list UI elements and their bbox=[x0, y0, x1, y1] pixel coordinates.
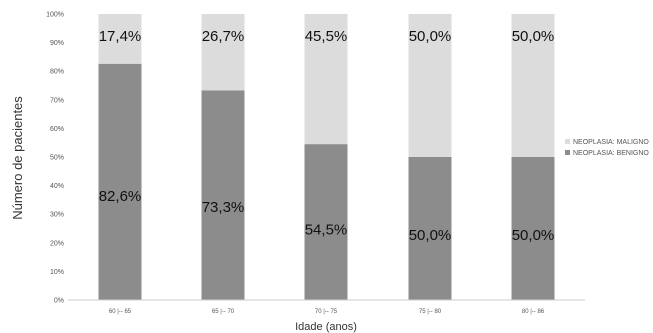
y-tick-label: 10% bbox=[50, 269, 64, 276]
legend: NEOPLASIA: MALIGNO NEOPLASIA: BENIGNO bbox=[565, 139, 649, 157]
y-tick-label: 80% bbox=[50, 69, 64, 76]
data-label: 26,7% bbox=[202, 28, 245, 45]
data-label: 45,5% bbox=[305, 28, 348, 45]
x-axis-title: Idade (anos) bbox=[295, 321, 357, 333]
y-tick-label: 30% bbox=[50, 212, 64, 219]
y-tick-label: 0% bbox=[54, 298, 64, 305]
x-tick-label: 80 |-- 86 bbox=[522, 309, 545, 315]
data-labels: 82,6% 17,4% 73,3% 26,7% 54,5% 45,5% 50,0% 50,0%… bbox=[99, 28, 555, 244]
x-tick-label: 75 |-- 80 bbox=[419, 309, 442, 315]
y-tick-label: 90% bbox=[50, 40, 64, 47]
x-tick-label: 60 |-- 65 bbox=[109, 309, 132, 315]
legend-swatch bbox=[565, 150, 570, 155]
bar-segment bbox=[201, 90, 245, 300]
data-label: 73,3% bbox=[202, 199, 245, 216]
legend-label: NEOPLASIA: MALIGNO bbox=[573, 139, 649, 146]
y-tick-label: 40% bbox=[50, 183, 64, 190]
data-label: 82,6% bbox=[99, 188, 142, 205]
bar-segment bbox=[201, 14, 245, 91]
x-tick-label: 65 |-- 70 bbox=[212, 309, 235, 315]
y-tick-label: 70% bbox=[50, 97, 64, 104]
bar-segment bbox=[98, 14, 142, 64]
data-label: 50,0% bbox=[409, 227, 452, 244]
bar-segment bbox=[408, 14, 452, 157]
bars bbox=[68, 14, 585, 301]
legend-label: NEOPLASIA: BENIGNO bbox=[573, 150, 649, 157]
bar-segment bbox=[98, 63, 142, 300]
y-tick-label: 100% bbox=[46, 12, 64, 19]
y-axis-title: Número de pacientes bbox=[10, 96, 25, 220]
data-label: 50,0% bbox=[409, 28, 452, 45]
bar-segment bbox=[304, 14, 348, 145]
y-tick-label: 20% bbox=[50, 240, 64, 247]
data-label: 17,4% bbox=[99, 28, 142, 45]
bar-segment bbox=[304, 144, 348, 300]
data-label: 54,5% bbox=[305, 222, 348, 239]
data-label: 50,0% bbox=[512, 28, 555, 45]
bar-segment bbox=[511, 157, 555, 300]
y-axis-ticks: 0% 10% 20% 30% 40% 50% 60% 70% 80% 90% 100% bbox=[46, 12, 64, 305]
bar-segment bbox=[408, 157, 452, 300]
data-label: 50,0% bbox=[512, 227, 555, 244]
x-axis-ticks: 60 |-- 65 65 |-- 70 70 |-- 75 75 |-- 80 80 |… bbox=[109, 309, 545, 315]
legend-swatch bbox=[565, 139, 570, 144]
bar-segment bbox=[511, 14, 555, 157]
x-tick-label: 70 |-- 75 bbox=[315, 309, 338, 315]
y-tick-label: 60% bbox=[50, 126, 64, 133]
y-tick-label: 50% bbox=[50, 155, 64, 162]
